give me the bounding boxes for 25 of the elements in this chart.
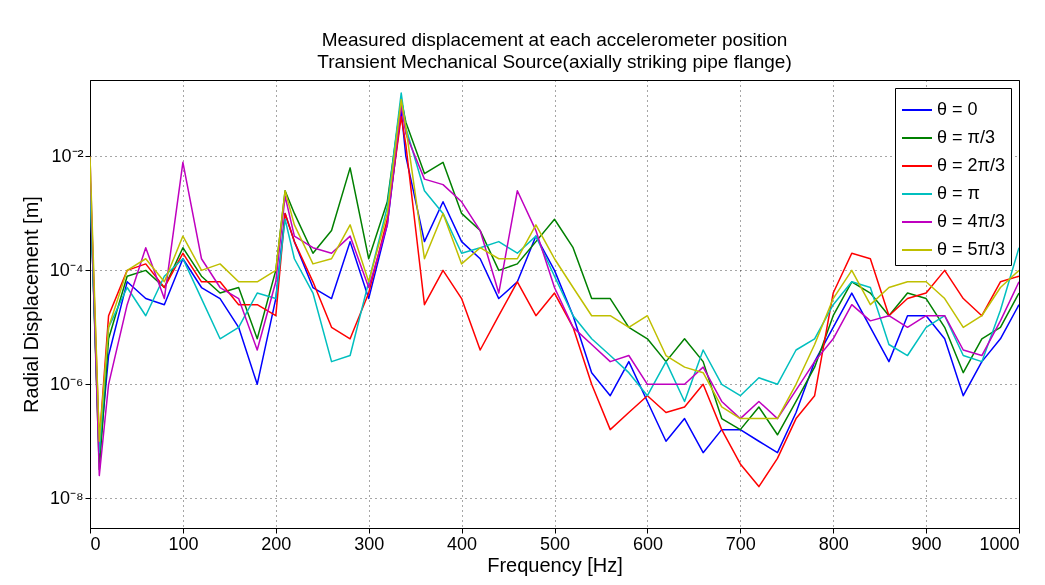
legend-label: θ = 5π/3 — [937, 239, 1005, 259]
y-tick-label: 10⁻⁴ — [49, 259, 84, 280]
legend-label: θ = 0 — [937, 99, 978, 119]
x-tick-label: 200 — [261, 533, 292, 554]
x-tick-label: 1000 — [979, 533, 1020, 554]
legend-label: θ = 2π/3 — [937, 155, 1005, 175]
x-tick-label: 700 — [725, 533, 756, 554]
x-tick-label: 800 — [818, 533, 849, 554]
x-tick-label: 0 — [90, 533, 101, 554]
x-tick-label: 600 — [632, 533, 663, 554]
legend-label: θ = 4π/3 — [937, 211, 1005, 231]
y-tick-label: 10⁻⁶ — [50, 373, 84, 394]
y-tick-label: 10⁻⁸ — [49, 487, 84, 508]
legend-label: θ = π/3 — [937, 127, 995, 147]
x-tick-label: 900 — [911, 533, 942, 554]
y-axis-title: Radial Displacement [m] — [19, 196, 42, 413]
x-tick-label: 300 — [354, 533, 385, 554]
x-tick-label: 400 — [447, 533, 478, 554]
y-tick-label: 10⁻² — [51, 145, 84, 166]
chart-title: Measured displacement at each accelerometer position — [321, 29, 788, 50]
x-tick-label: 500 — [539, 533, 571, 554]
legend-label: θ = π — [937, 183, 980, 203]
x-axis-title: Frequency [Hz] — [487, 553, 623, 576]
chart-subtitle: Transient Mechanical Source(axially striking pipe flange) — [317, 51, 792, 72]
x-tick-label: 100 — [168, 533, 199, 554]
